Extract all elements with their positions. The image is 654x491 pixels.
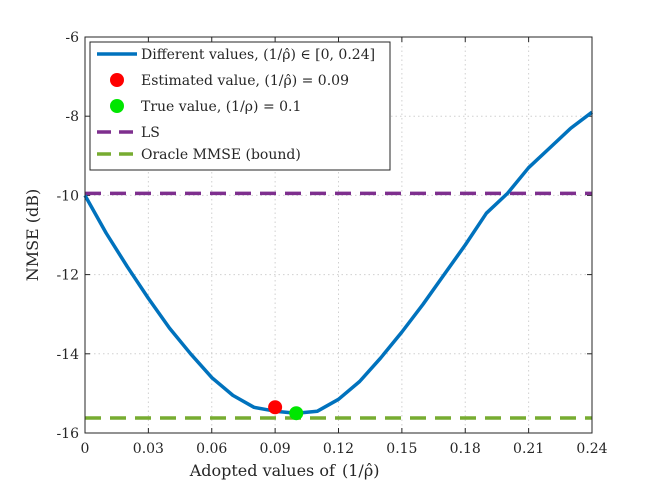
x-tick-label: 0.15: [386, 441, 417, 457]
x-tick-label: 0.03: [133, 441, 164, 457]
legend: Different values, (1/ρ̂) ∈ [0, 0.24] Esti…: [89, 41, 391, 171]
x-tick-label: 0.21: [513, 441, 544, 457]
x-tick-label: 0.18: [450, 441, 481, 457]
x-axis-label-math: (1/ρ̂): [342, 461, 379, 480]
y-tick-label: -8: [65, 109, 79, 125]
legend-item: Estimated value, (1/ρ̂) = 0.09: [110, 73, 349, 89]
y-axis-label: NMSE (dB): [23, 189, 42, 282]
legend-label: Oracle MMSE (bound): [141, 147, 301, 163]
y-tick-label: -14: [56, 347, 79, 363]
x-tick-label: 0.06: [196, 441, 227, 457]
x-axis-label-text: Adopted values of: [189, 461, 340, 480]
legend-item: True value, (1/ρ) = 0.1: [110, 99, 301, 115]
legend-label: True value, (1/ρ) = 0.1: [141, 99, 301, 115]
nmse-curve-line: [83, 110, 594, 415]
x-tick-label: 0.09: [260, 441, 291, 457]
legend-label: Different values, (1/ρ̂) ∈ [0, 0.24]: [141, 47, 375, 63]
series-layer: [83, 110, 594, 421]
x-tick-labels: 0 0.03 0.06 0.09 0.12 0.15 0.18 0.21 0.24: [81, 441, 608, 457]
estimated-value-marker: [268, 400, 283, 415]
legend-marker: [110, 73, 124, 87]
y-tick-labels: -16 -14 -12 -10 -8 -6: [56, 30, 79, 442]
x-axis-label: Adopted values of (1/ρ̂): [189, 461, 380, 480]
y-tick-label: -12: [56, 268, 79, 284]
legend-label: Estimated value, (1/ρ̂) = 0.09: [141, 73, 349, 89]
legend-marker: [110, 99, 124, 113]
y-tick-label: -6: [65, 30, 79, 46]
y-tick-label: -16: [56, 426, 79, 442]
legend-item: Oracle MMSE (bound): [97, 147, 301, 163]
x-tick-label: 0: [81, 441, 90, 457]
true-value-marker: [289, 406, 304, 421]
x-tick-label: 0.12: [323, 441, 354, 457]
legend-label: LS: [141, 125, 160, 141]
y-tick-label: -10: [56, 188, 79, 204]
legend-item: LS: [97, 125, 160, 141]
x-tick-label: 0.24: [576, 441, 607, 457]
legend-item: Different values, (1/ρ̂) ∈ [0, 0.24]: [97, 47, 375, 63]
legend-box: [89, 41, 391, 171]
plot-frame: [84, 36, 593, 434]
